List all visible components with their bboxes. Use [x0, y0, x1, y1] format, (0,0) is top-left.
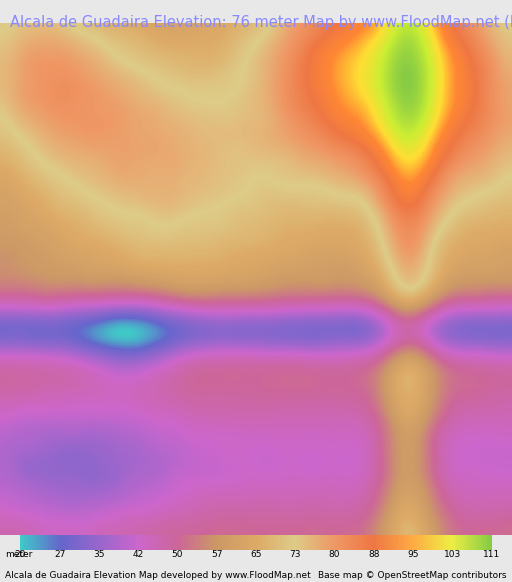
- Text: 65: 65: [250, 550, 262, 559]
- Text: 27: 27: [54, 550, 66, 559]
- Text: Alcala de Guadaira Elevation Map developed by www.FloodMap.net: Alcala de Guadaira Elevation Map develop…: [5, 570, 311, 580]
- Text: meter: meter: [5, 550, 32, 559]
- Text: 88: 88: [368, 550, 379, 559]
- Text: 111: 111: [483, 550, 500, 559]
- Text: 73: 73: [289, 550, 301, 559]
- Text: 95: 95: [407, 550, 419, 559]
- Text: 80: 80: [329, 550, 340, 559]
- Text: 42: 42: [133, 550, 144, 559]
- Text: 57: 57: [211, 550, 223, 559]
- Text: 50: 50: [172, 550, 183, 559]
- Text: Alcala de Guadaira Elevation: 76 meter Map by www.FloodMap.net (beta): Alcala de Guadaira Elevation: 76 meter M…: [10, 15, 512, 30]
- Text: 20: 20: [15, 550, 26, 559]
- Text: 35: 35: [93, 550, 105, 559]
- Text: Base map © OpenStreetMap contributors: Base map © OpenStreetMap contributors: [318, 570, 507, 580]
- Text: 103: 103: [443, 550, 461, 559]
